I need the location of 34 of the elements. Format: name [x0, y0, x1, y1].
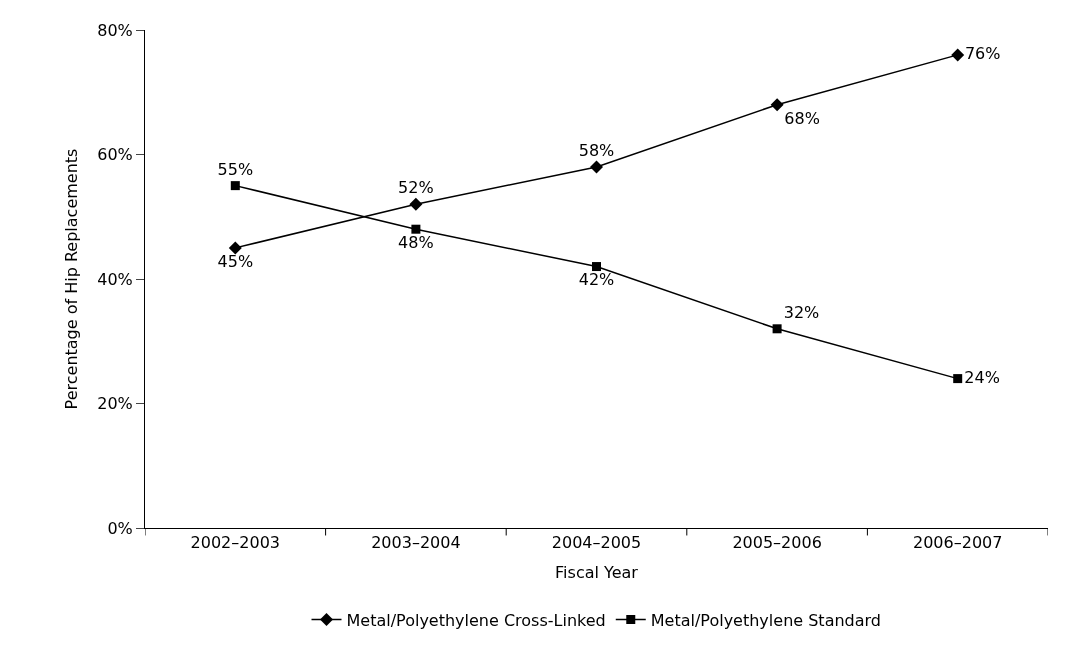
x-tick-label: 2005–2006 [732, 533, 822, 553]
y-axis-title: Percentage of Hip Replacements [62, 148, 82, 410]
y-tick-label: 0% [107, 518, 133, 538]
point [951, 48, 965, 62]
legend-label: Metal/Polyethylene Standard [650, 610, 881, 630]
point [592, 262, 601, 272]
point [953, 374, 963, 384]
point [409, 197, 423, 211]
point [411, 224, 421, 234]
point [228, 241, 242, 255]
point [230, 181, 240, 191]
data-label: 52% [398, 178, 434, 198]
x-tick-label: 2002–2003 [190, 533, 281, 553]
x-tick-label: 2004–2005 [551, 533, 642, 553]
y-tick-label: 20% [97, 394, 133, 414]
data-label: 76% [964, 43, 1001, 63]
y-tick-label: 80% [97, 20, 133, 40]
y-tick-label: 40% [97, 269, 133, 289]
x-tick-label: 2006–2007 [912, 533, 1003, 553]
data-label: 58% [578, 140, 615, 160]
x-axis-title: Fiscal Year [555, 562, 639, 582]
legend-label: Metal/Polyethylene Cross-Linked [346, 610, 606, 630]
y-tick-label: 60% [97, 145, 133, 165]
point [772, 324, 782, 334]
data-label: 68% [784, 108, 820, 128]
data-label: 32% [783, 303, 820, 323]
data-label: 45% [217, 252, 254, 272]
x-tick-label: 2003–2004 [371, 533, 461, 553]
data-label: 55% [217, 160, 254, 180]
data-label: 48% [398, 232, 434, 252]
data-label: 42% [578, 270, 615, 290]
point [770, 98, 784, 112]
point [590, 160, 603, 174]
data-label: 24% [964, 367, 1000, 387]
